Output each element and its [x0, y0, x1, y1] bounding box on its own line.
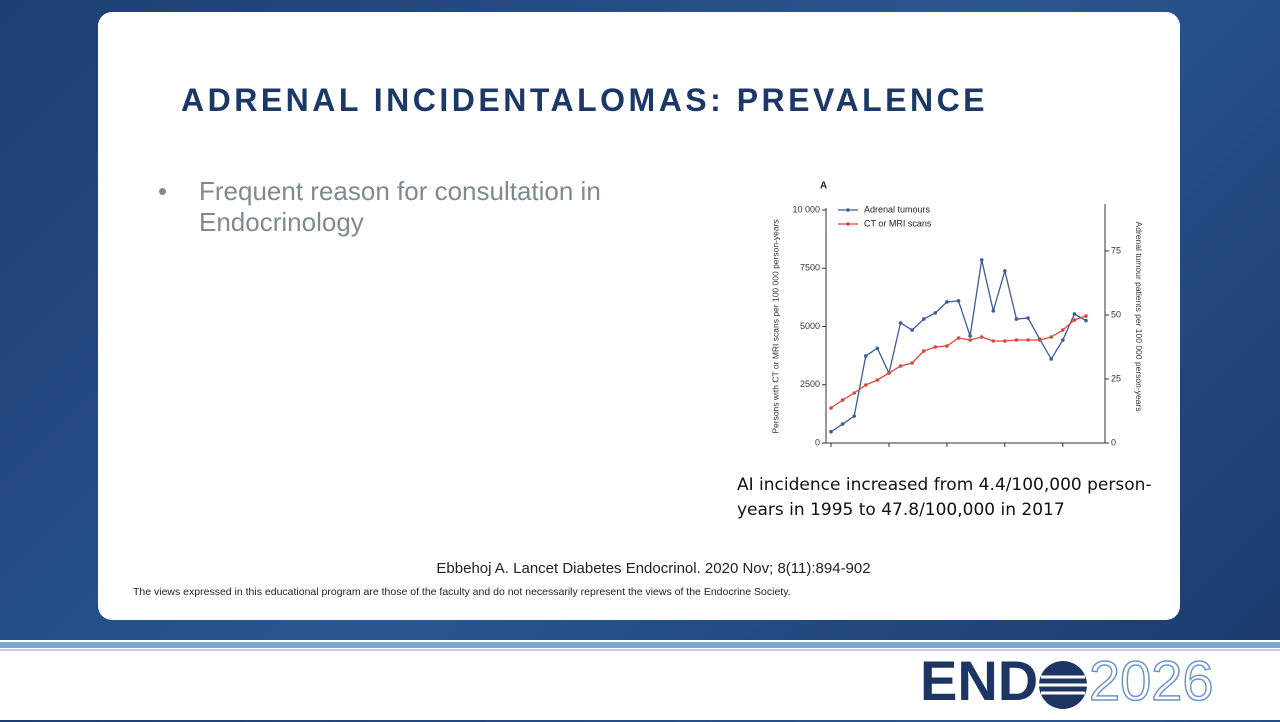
chart-caption: AI incidence increased from 4.4/100,000 …	[737, 475, 1152, 520]
data-point	[956, 336, 961, 340]
data-point	[945, 300, 949, 304]
data-point	[945, 344, 949, 348]
citation: Ebbehoj A. Lancet Diabetes Endocrinol. 2…	[436, 560, 871, 577]
data-point	[1072, 318, 1077, 322]
data-point	[898, 364, 903, 368]
legend-marker	[846, 222, 850, 226]
data-point	[1061, 328, 1065, 332]
footer: END 2026	[0, 640, 1280, 720]
disclaimer: The views expressed in this educational …	[133, 586, 791, 598]
legend-label: CT or MRI scans	[864, 218, 932, 228]
data-point	[921, 317, 926, 321]
data-point	[875, 378, 880, 382]
y2-axis-title: Adrenal tumour patients per 100 000 pers…	[1134, 222, 1144, 412]
y2-tick-label: 50	[1111, 309, 1121, 319]
data-point	[852, 391, 856, 395]
data-point	[991, 309, 996, 313]
data-point	[1049, 335, 1054, 339]
data-point	[887, 371, 891, 375]
y-tick-label: 10 000	[792, 204, 820, 214]
logo-word: END	[920, 652, 1038, 712]
y-axis-title: Persons with CT or MRI scans per 100 000…	[770, 219, 780, 433]
data-point	[1003, 269, 1007, 273]
legend-marker	[846, 208, 850, 212]
y-tick-label: 7500	[800, 263, 820, 273]
data-point	[1061, 338, 1065, 342]
data-point	[933, 345, 938, 349]
data-point	[875, 346, 880, 351]
data-point	[898, 321, 903, 325]
data-point	[1037, 338, 1042, 342]
data-point	[1084, 314, 1088, 318]
series-line	[830, 315, 1087, 409]
legend-label: Adrenal tumours	[864, 204, 931, 214]
data-point	[1084, 318, 1088, 323]
data-point	[829, 406, 833, 410]
data-point	[991, 339, 996, 343]
data-point	[968, 338, 972, 342]
data-point	[956, 299, 961, 303]
data-point	[1049, 357, 1054, 361]
data-point	[863, 383, 868, 387]
data-point	[910, 361, 914, 365]
data-point	[921, 349, 926, 353]
logo-year: 2026	[1089, 652, 1214, 712]
data-point	[979, 258, 984, 262]
data-point	[840, 398, 845, 402]
data-point	[1014, 317, 1019, 321]
data-point	[933, 311, 938, 315]
data-point	[863, 354, 868, 358]
bullet-text: Frequent reason for consultation in Endo…	[199, 176, 601, 237]
data-point	[1072, 312, 1077, 316]
y-tick-label: 0	[815, 437, 820, 447]
slide-card	[98, 12, 1180, 620]
slide-title: ADRENAL INCIDENTALOMAS: PREVALENCE	[181, 82, 989, 118]
y-tick-label: 5000	[800, 321, 820, 331]
series-line	[830, 259, 1087, 433]
data-point	[968, 334, 972, 338]
y-tick-label: 2500	[800, 379, 820, 389]
bullet-dot: •	[158, 176, 168, 206]
data-point	[910, 328, 914, 332]
data-point	[979, 335, 984, 339]
logo: END 2026	[920, 652, 1214, 713]
footer-stripe	[0, 642, 1280, 648]
footer-stripe	[0, 649, 1280, 651]
chart: A 0 2500 5000 7500 10 000 0 25 50 75 Persons with …	[770, 181, 1144, 448]
y2-tick-label: 75	[1111, 245, 1121, 255]
panel-label: A	[820, 181, 827, 192]
data-point	[1003, 339, 1007, 343]
data-point	[1026, 338, 1030, 342]
data-point	[829, 429, 833, 434]
logo-globe-lines	[1039, 675, 1087, 695]
data-point	[1026, 316, 1030, 320]
y2-tick-label: 0	[1111, 437, 1116, 447]
data-point	[840, 422, 845, 426]
data-point	[1014, 338, 1019, 342]
data-point	[852, 414, 856, 418]
y2-tick-label: 25	[1111, 373, 1121, 383]
